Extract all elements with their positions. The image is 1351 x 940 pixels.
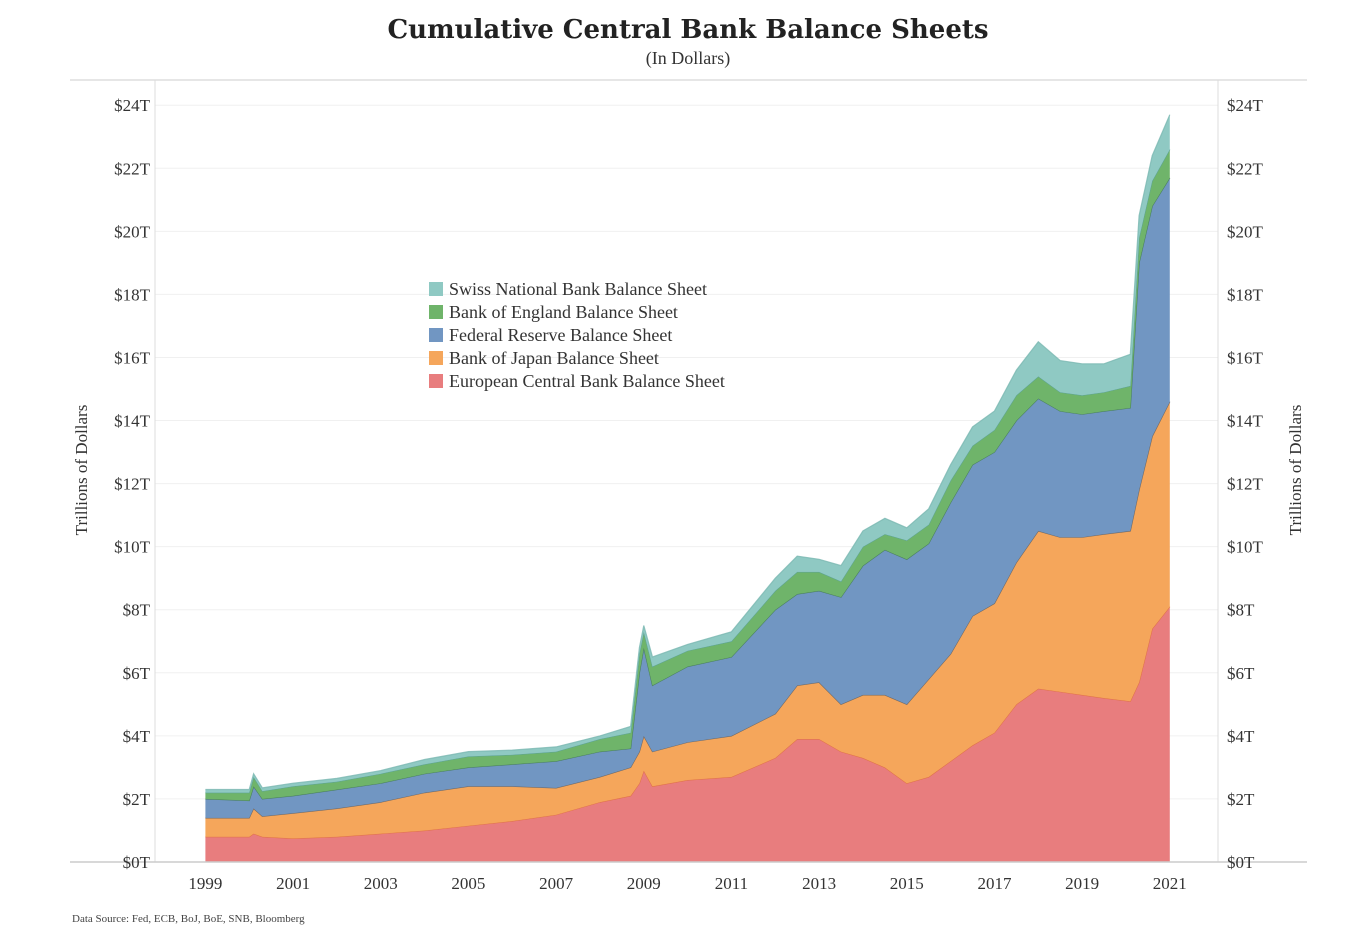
y-tick-label-left: $12T	[114, 475, 151, 494]
chart-subtitle: (In Dollars)	[646, 48, 730, 69]
y-tick-label-left: $14T	[114, 412, 151, 431]
y-tick-label-right: $20T	[1227, 222, 1264, 241]
y-tick-label-left: $8T	[123, 601, 151, 620]
legend-label: European Central Bank Balance Sheet	[449, 371, 725, 391]
x-tick-label: 2017	[977, 874, 1012, 893]
legend-label: Bank of Japan Balance Sheet	[449, 348, 659, 368]
x-tick-label: 2005	[451, 874, 485, 893]
area-series	[205, 114, 1171, 862]
y-tick-label-right: $24T	[1227, 96, 1264, 115]
y-axis-title-left: Trillions of Dollars	[72, 405, 91, 536]
y-tick-label-right: $0T	[1227, 853, 1255, 872]
y-tick-label-left: $20T	[114, 222, 151, 241]
y-tick-label-right: $12T	[1227, 475, 1264, 494]
series-edge-line	[205, 114, 1171, 791]
y-tick-label-left: $0T	[123, 853, 151, 872]
legend-swatch	[429, 351, 443, 365]
y-tick-label-right: $18T	[1227, 285, 1264, 304]
area-federal-reserve-balance-sheet	[205, 177, 1170, 818]
legend-swatch	[429, 374, 443, 388]
y-tick-label-right: $22T	[1227, 159, 1264, 178]
x-tick-label: 2019	[1065, 874, 1099, 893]
y-tick-label-right: $16T	[1227, 348, 1264, 367]
chart-title: Cumulative Central Bank Balance Sheets	[387, 15, 988, 45]
x-tick-label: 1999	[188, 874, 222, 893]
y-axis-title-right: Trillions of Dollars	[1286, 405, 1305, 536]
y-tick-label-left: $22T	[114, 159, 151, 178]
y-tick-label-left: $4T	[123, 727, 151, 746]
y-axis-left-ticks: $0T $2T $4T $6T $8T $10T $12T $14T $16T $18T $20T $…	[114, 96, 151, 872]
x-tick-label: 2001	[276, 874, 310, 893]
y-tick-label-right: $14T	[1227, 412, 1264, 431]
x-tick-label: 2015	[890, 874, 924, 893]
area-european-central-bank-balance-sheet	[205, 606, 1170, 862]
x-axis-ticks: 1999 2001 2003 2005 2007 2009 2011 2013 2015 2017…	[188, 874, 1186, 893]
x-tick-label: 2021	[1153, 874, 1187, 893]
legend-swatch	[429, 328, 443, 342]
y-tick-label-right: $6T	[1227, 664, 1255, 683]
x-tick-label: 2013	[802, 874, 836, 893]
legend-swatch	[429, 282, 443, 296]
gridlines	[155, 104, 1218, 800]
legend-label: Federal Reserve Balance Sheet	[449, 325, 672, 345]
y-tick-label-left: $2T	[123, 790, 151, 809]
y-tick-label-left: $10T	[114, 538, 151, 557]
y-tick-label-right: $10T	[1227, 538, 1264, 557]
legend-swatch	[429, 305, 443, 319]
y-tick-label-left: $24T	[114, 96, 151, 115]
y-tick-label-right: $8T	[1227, 601, 1255, 620]
x-tick-label: 2011	[715, 874, 748, 893]
y-tick-label-left: $16T	[114, 348, 151, 367]
y-axis-right-ticks: $0T $2T $4T $6T $8T $10T $12T $14T $16T $18T $20T $…	[1227, 96, 1264, 872]
area-bank-of-japan-balance-sheet	[205, 401, 1170, 839]
x-tick-label: 2003	[364, 874, 398, 893]
legend-label: Swiss National Bank Balance Sheet	[449, 279, 707, 299]
y-tick-label-left: $6T	[123, 664, 151, 683]
y-tick-label-left: $18T	[114, 285, 151, 304]
x-tick-label: 2007	[539, 874, 574, 893]
x-tick-label: 2009	[627, 874, 661, 893]
legend: Swiss National Bank Balance Sheet Bank of…	[429, 279, 725, 391]
y-tick-label-right: $2T	[1227, 790, 1255, 809]
y-tick-label-right: $4T	[1227, 727, 1255, 746]
legend-label: Bank of England Balance Sheet	[449, 302, 678, 322]
data-source-note: Data Source: Fed, ECB, BoJ, BoE, SNB, Bl…	[72, 913, 305, 925]
